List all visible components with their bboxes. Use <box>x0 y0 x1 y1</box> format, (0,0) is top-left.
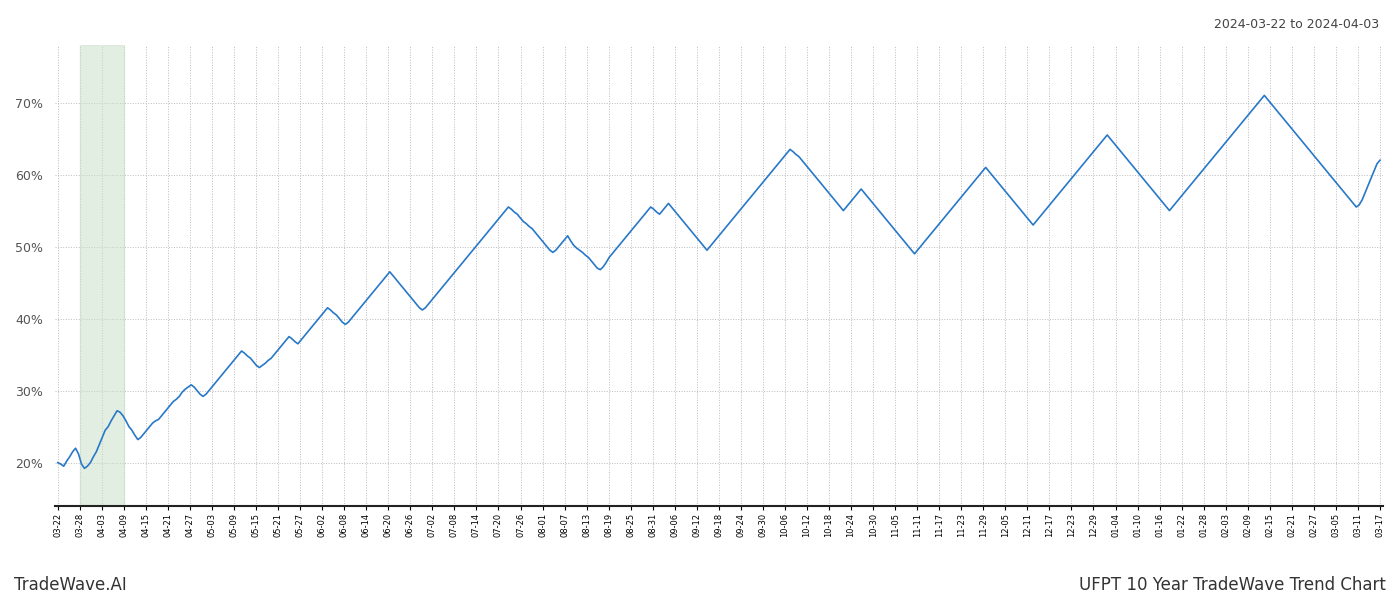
Text: UFPT 10 Year TradeWave Trend Chart: UFPT 10 Year TradeWave Trend Chart <box>1079 576 1386 594</box>
Text: TradeWave.AI: TradeWave.AI <box>14 576 127 594</box>
Text: 2024-03-22 to 2024-04-03: 2024-03-22 to 2024-04-03 <box>1214 18 1379 31</box>
Bar <box>80 45 123 506</box>
